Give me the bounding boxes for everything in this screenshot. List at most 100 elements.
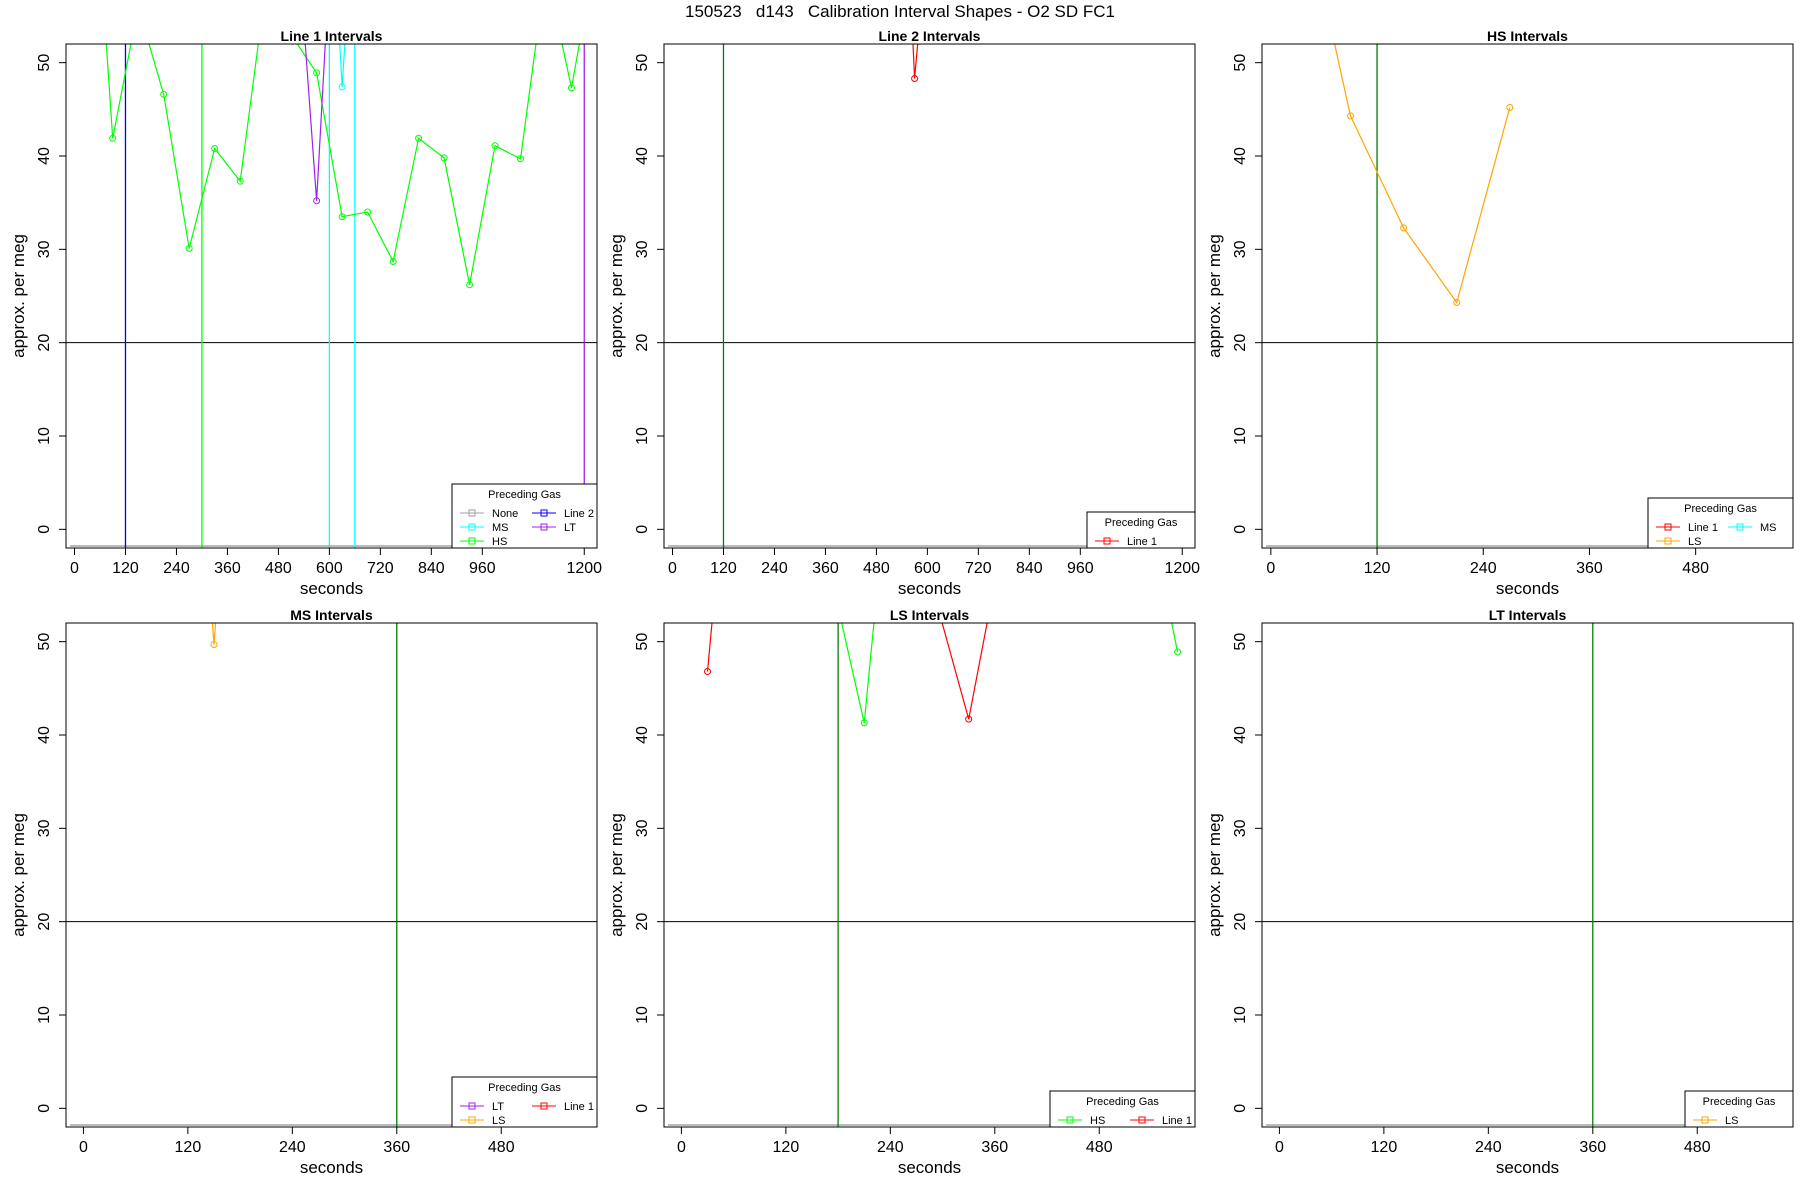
data-point (887, 452, 893, 458)
x-tick-label: 120 (773, 1139, 800, 1156)
series-line-ls (211, 623, 217, 645)
panel-3: HS Intervals 0 120 240 360 480 seconds 0 10 20 30 4… (1205, 28, 1794, 598)
x-tick-label: 720 (367, 560, 394, 577)
plot-frame (65, 43, 598, 549)
y-tick-label: 30 (36, 819, 53, 837)
legend-title: Preceding Gas (1086, 1096, 1159, 1108)
series-group (210, 583, 221, 648)
y-tick-label: 20 (634, 334, 651, 352)
y-tick-label: 0 (1232, 525, 1249, 534)
data-point (818, 527, 824, 533)
x-tick-label: 480 (1682, 560, 1709, 577)
y-tick-label: 30 (634, 819, 651, 837)
plot-frame (65, 622, 598, 1128)
series-line-hs (1171, 623, 1179, 653)
x-tick-label: 360 (812, 560, 839, 577)
x-tick-label: 840 (418, 560, 445, 577)
legend-swatch-marker (540, 509, 548, 517)
legend: Preceding Gas LT LS Line 1 (451, 1076, 598, 1128)
legend-swatch-marker (1664, 537, 1672, 545)
legend-swatch-marker (1103, 537, 1111, 545)
y-tick-label: 0 (634, 1104, 651, 1113)
legend-title: Preceding Gas (1703, 1096, 1776, 1108)
y-tick-label: 40 (1232, 147, 1249, 165)
plot-frame (1261, 43, 1794, 549)
x-tick-label: 0 (70, 560, 79, 577)
reference-lines (66, 623, 597, 1127)
y-axis-label: approx. per meg (607, 813, 626, 937)
x-tick-label: 120 (1371, 1139, 1398, 1156)
data-point (1347, 112, 1354, 120)
y-tick-label: 40 (634, 147, 651, 165)
x-tick-label: 120 (112, 560, 139, 577)
legend: Preceding Gas None MS HS Line 2 LT (451, 483, 598, 549)
y-tick-label: 50 (1232, 633, 1249, 651)
data-point (210, 640, 218, 648)
data-point (338, 213, 346, 221)
legend-label-hs: HS (492, 536, 507, 548)
legend-swatch-marker (468, 1116, 476, 1124)
x-axis-label: seconds (898, 1158, 961, 1177)
data-point (1174, 648, 1182, 656)
y-tick-label: 0 (36, 525, 53, 534)
data-point (160, 90, 168, 98)
y-tick-label: 10 (36, 1006, 53, 1024)
series-group (704, 452, 1182, 727)
reference-lines (1262, 623, 1793, 1127)
legend-title: Preceding Gas (488, 1082, 561, 1094)
data-point (415, 134, 423, 142)
legend-swatch-marker (540, 523, 548, 531)
x-tick-label: 360 (1579, 1139, 1606, 1156)
legend-title: Preceding Gas (488, 489, 561, 501)
legend-box (1684, 1090, 1794, 1128)
legend-label-lt: LT (564, 522, 576, 534)
y-tick-label: 50 (634, 633, 651, 651)
series-line-line-1 (912, 44, 919, 79)
legend: Preceding Gas Line 1 LS MS (1647, 497, 1794, 549)
x-tick-label: 600 (914, 560, 941, 577)
panel-1: Line 1 Intervals 0 120 240 360 480 600 720 840 96… (9, 28, 602, 598)
x-tick-label: 120 (710, 560, 737, 577)
legend-label-line-1: Line 1 (1162, 1115, 1192, 1127)
legend-swatch-marker (468, 509, 476, 517)
y-tick-label: 20 (634, 913, 651, 931)
data-point (215, 583, 221, 589)
panel-title: MS Intervals (290, 607, 373, 623)
data-point (466, 281, 474, 289)
panel-5: LS Intervals 0 120 240 360 480 seconds 0 10 20 30 4… (607, 452, 1196, 1177)
data-point (704, 668, 712, 676)
x-tick-label: 0 (79, 1139, 88, 1156)
x-tick-label: 1200 (1164, 560, 1200, 577)
reference-lines (664, 623, 1195, 1127)
legend: Preceding Gas HS Line 1 (1049, 1090, 1196, 1128)
panel-title: HS Intervals (1487, 28, 1568, 44)
legend-label-ms: MS (492, 522, 509, 534)
legend: Preceding Gas LS (1684, 1090, 1794, 1128)
legend-box (1049, 1090, 1196, 1128)
legend-title: Preceding Gas (1105, 517, 1178, 529)
legend-label-line-2: Line 2 (564, 508, 594, 520)
legend-label-ls: LS (492, 1115, 505, 1127)
data-point (1009, 489, 1015, 495)
series-line-hs (105, 44, 580, 285)
plot-frame (663, 622, 1196, 1128)
legend-label-ls: LS (1725, 1115, 1738, 1127)
reference-lines (664, 44, 1195, 548)
y-tick-label: 50 (1232, 54, 1249, 72)
reference-lines (1262, 44, 1793, 548)
panel-title: LS Intervals (890, 607, 970, 623)
y-tick-label: 10 (634, 1006, 651, 1024)
x-tick-label: 720 (965, 560, 992, 577)
x-tick-label: 0 (677, 1139, 686, 1156)
legend-label-ls: LS (1688, 536, 1701, 548)
y-tick-label: 10 (1232, 1006, 1249, 1024)
x-tick-label: 240 (279, 1139, 306, 1156)
x-tick-label: 1200 (566, 560, 602, 577)
series-line-ls (1333, 44, 1511, 304)
y-tick-label: 30 (1232, 819, 1249, 837)
legend-swatch-marker (1701, 1116, 1709, 1124)
plot-frame (663, 43, 1196, 549)
data-point (860, 719, 868, 727)
y-tick-label: 50 (634, 54, 651, 72)
legend-label-line-1: Line 1 (564, 1101, 594, 1113)
